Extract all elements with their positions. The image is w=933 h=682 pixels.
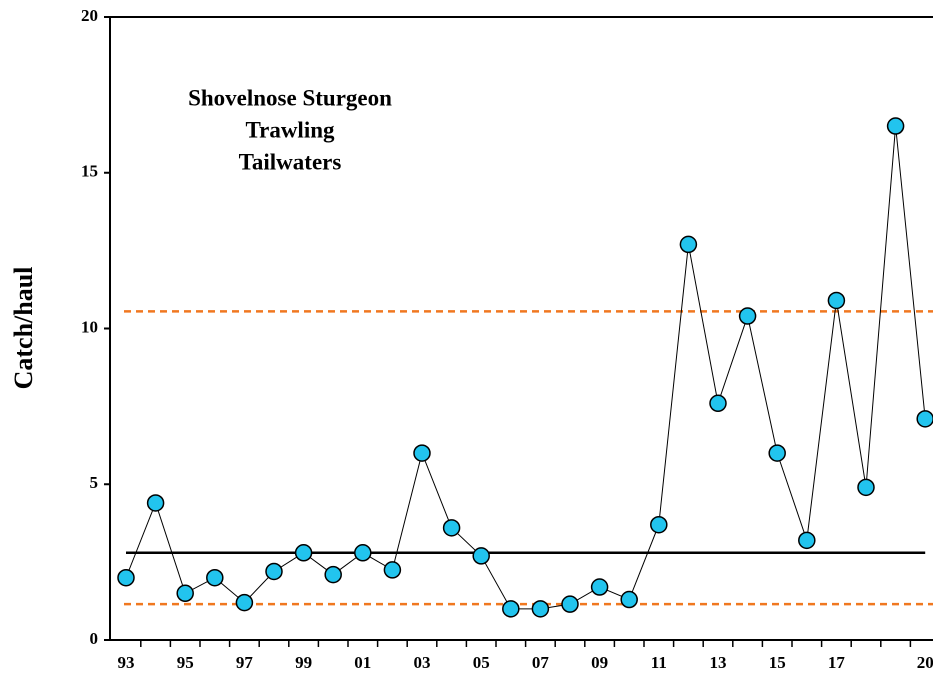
data-point	[383, 561, 402, 579]
data-point	[886, 117, 905, 135]
data-point	[265, 562, 283, 581]
data-point	[354, 544, 372, 562]
y-tick-label: 0	[90, 629, 99, 648]
data-point	[827, 291, 846, 310]
data-point	[176, 584, 194, 603]
data-point	[857, 478, 875, 497]
data-point	[738, 307, 757, 325]
chart-title: Tailwaters	[239, 149, 342, 174]
x-tick-label: 03	[414, 653, 431, 672]
x-tick-label: 11	[651, 653, 667, 672]
data-point	[798, 531, 816, 550]
data-point	[294, 544, 313, 562]
data-point	[206, 568, 224, 587]
data-point	[531, 600, 550, 618]
data-point	[709, 394, 727, 413]
x-tick-label: 09	[591, 653, 608, 672]
series-line	[125, 125, 926, 610]
x-tick-label: 05	[473, 653, 490, 672]
data-point	[679, 235, 698, 254]
y-tick-label: 15	[81, 162, 98, 181]
y-axis-label: Catch/haul	[9, 267, 38, 390]
data-point	[650, 515, 668, 534]
x-tick-label: 93	[118, 653, 135, 672]
x-tick-label: 99	[295, 653, 312, 672]
x-tick-label: 97	[236, 653, 254, 672]
data-point	[561, 595, 579, 613]
x-tick-label: 20	[917, 653, 933, 672]
data-point	[413, 444, 431, 462]
data-point	[768, 444, 786, 462]
data-point	[324, 565, 342, 584]
data-point	[117, 568, 135, 587]
data-point	[442, 519, 461, 537]
data-point	[590, 578, 609, 596]
x-tick-label: 13	[710, 653, 727, 672]
chart-title: Shovelnose Sturgeon	[188, 85, 392, 110]
y-tick-label: 20	[81, 6, 98, 25]
x-tick-label: 17	[828, 653, 846, 672]
data-point	[146, 494, 165, 512]
x-tick-label: 07	[532, 653, 550, 672]
x-tick-label: 95	[177, 653, 194, 672]
y-tick-label: 10	[81, 317, 98, 336]
y-tick-label: 5	[90, 473, 99, 492]
x-tick-label: 01	[354, 653, 371, 672]
data-point	[235, 593, 254, 612]
x-tick-label: 15	[769, 653, 786, 672]
chart-title: Trawling	[245, 117, 335, 142]
data-point	[620, 590, 638, 609]
data-point	[472, 547, 490, 565]
data-point	[502, 600, 520, 618]
data-point	[916, 410, 933, 428]
